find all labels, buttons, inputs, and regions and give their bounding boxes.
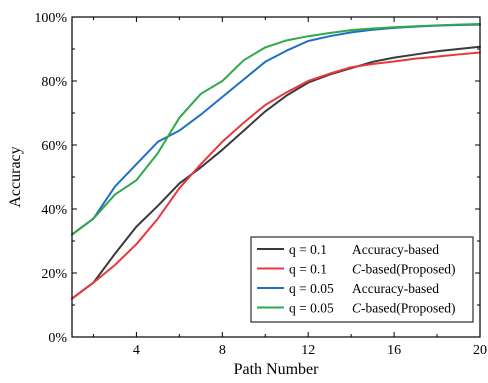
legend-method-rest: -based(Proposed) (361, 262, 455, 277)
legend-method-label: C-based(Proposed) (352, 301, 456, 316)
legend-method-rest: -based(Proposed) (361, 301, 455, 316)
legend-method-label: Accuracy-based (352, 242, 439, 257)
y-tick-label: 40% (41, 203, 67, 218)
series-layer (71, 23, 481, 300)
y-axis-title: Accuracy (7, 146, 24, 207)
y-tick-label: 60% (41, 139, 67, 154)
axes-layer: 0% 20% 40% 60% 80% 100% 4 8 12 16 20 (34, 11, 487, 358)
x-tick-label: 4 (133, 343, 140, 358)
legend-method-label: Accuracy-based (352, 281, 439, 296)
legend-box (250, 236, 474, 323)
y-tick-label: 100% (34, 11, 67, 26)
x-axis-title: Path Number (234, 361, 320, 378)
legend-method-label: C-based(Proposed) (352, 262, 456, 277)
y-tick-label: 0% (48, 331, 67, 346)
legend-italic-c: C (352, 262, 362, 277)
x-tick-label: 8 (219, 343, 226, 358)
x-tick-label: 12 (301, 343, 315, 358)
y-tick-label: 20% (41, 267, 67, 282)
legend-q-label: q = 0.1 (289, 262, 327, 277)
legend-q-label: q = 0.1 (289, 242, 327, 257)
legend-italic-c: C (352, 301, 362, 316)
y-tick-label: 80% (41, 75, 67, 90)
x-tick-label: 20 (473, 343, 487, 358)
series-line-1 (71, 45, 481, 300)
legend-q-label: q = 0.05 (289, 301, 334, 316)
legend-q-label: q = 0.05 (289, 281, 334, 296)
series-line-3 (71, 23, 481, 236)
x-tick-label: 16 (387, 343, 401, 358)
series-line-4 (71, 23, 481, 236)
series-line-2 (71, 51, 481, 300)
